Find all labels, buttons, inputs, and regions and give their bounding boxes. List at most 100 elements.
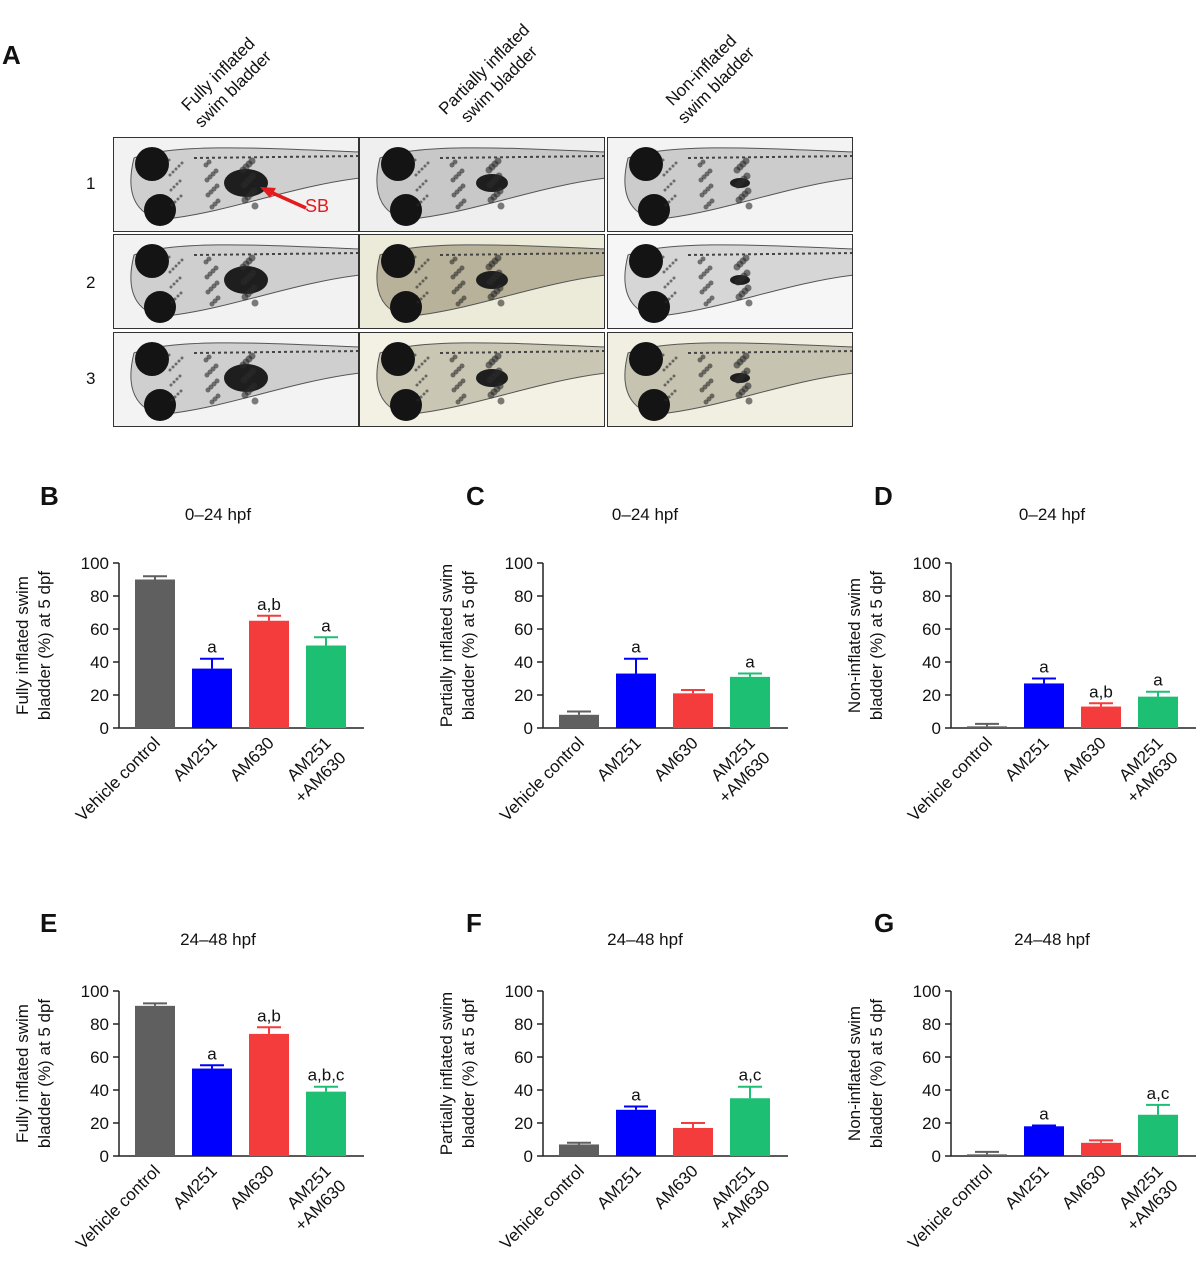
larva-image-grid xyxy=(113,137,854,427)
y-axis-label: bladder (%) at 5 dpf xyxy=(35,999,54,1149)
x-tick-label: AM251+AM630 xyxy=(700,733,773,806)
y-tick-label: 40 xyxy=(90,653,109,672)
y-tick-label: 100 xyxy=(81,554,109,573)
y-tick-label: 80 xyxy=(922,587,941,606)
y-tick-label: 20 xyxy=(90,686,109,705)
bar xyxy=(1081,706,1121,728)
x-tick-label: AM251 xyxy=(169,733,221,785)
bar xyxy=(967,1154,1007,1156)
significance-label: a xyxy=(207,1044,217,1063)
bar xyxy=(559,1144,599,1156)
panel-letter: G xyxy=(874,908,894,938)
panel-a-letter: A xyxy=(2,40,21,70)
significance-label: a,b xyxy=(1089,682,1113,701)
bar xyxy=(306,645,346,728)
significance-label: a xyxy=(631,1086,641,1105)
y-axis-label: Partially inflated swim xyxy=(437,992,456,1155)
y-axis-label: bladder (%) at 5 dpf xyxy=(35,571,54,721)
bar xyxy=(1024,1126,1064,1156)
bar xyxy=(192,668,232,728)
bar xyxy=(967,726,1007,728)
bar xyxy=(730,676,770,728)
y-tick-label: 100 xyxy=(505,554,533,573)
larva-image-r2-c2 xyxy=(359,234,605,329)
larva-image-r3-c1 xyxy=(113,332,359,427)
panel-letter: C xyxy=(466,481,485,511)
x-tick-label: AM630 xyxy=(226,733,278,785)
y-axis-label: bladder (%) at 5 dpf xyxy=(459,571,478,721)
x-tick-label: AM251+AM630 xyxy=(276,733,349,806)
bar xyxy=(616,1109,656,1156)
x-tick-label: AM251 xyxy=(1001,1161,1053,1213)
x-tick-label: AM251 xyxy=(593,733,645,785)
y-tick-label: 40 xyxy=(922,1081,941,1100)
bar xyxy=(559,714,599,728)
x-tick-label: AM251+AM630 xyxy=(700,1161,773,1234)
significance-label: a xyxy=(745,653,755,672)
sb-label: SB xyxy=(305,196,330,216)
bar xyxy=(306,1091,346,1156)
y-tick-label: 20 xyxy=(922,686,941,705)
y-axis-label: Non-inflated swim xyxy=(845,1006,864,1141)
y-tick-label: 0 xyxy=(100,719,109,738)
significance-label: a xyxy=(321,616,331,635)
x-tick-label: AM630 xyxy=(1058,1161,1110,1213)
y-tick-label: 0 xyxy=(524,719,533,738)
y-tick-label: 80 xyxy=(514,1015,533,1034)
y-tick-label: 80 xyxy=(514,587,533,606)
y-tick-label: 100 xyxy=(81,982,109,1001)
bar xyxy=(192,1068,232,1156)
y-tick-label: 20 xyxy=(514,1114,533,1133)
bar xyxy=(673,693,713,728)
panel-letter: D xyxy=(874,481,893,511)
x-tick-label: AM251+AM630 xyxy=(1108,733,1181,806)
y-tick-label: 80 xyxy=(922,1015,941,1034)
y-tick-label: 40 xyxy=(922,653,941,672)
larva-image-r1-c2 xyxy=(359,137,605,232)
y-tick-label: 0 xyxy=(100,1147,109,1166)
y-tick-label: 0 xyxy=(932,1147,941,1166)
bar xyxy=(730,1098,770,1156)
y-tick-label: 20 xyxy=(90,1114,109,1133)
larva-image-r1-c1 xyxy=(113,137,359,232)
y-tick-label: 100 xyxy=(913,982,941,1001)
y-axis-label: bladder (%) at 5 dpf xyxy=(459,999,478,1149)
y-tick-label: 60 xyxy=(90,1048,109,1067)
y-axis-label: bladder (%) at 5 dpf xyxy=(867,571,886,721)
y-axis-label: Non-inflated swim xyxy=(845,578,864,713)
y-tick-label: 80 xyxy=(90,1015,109,1034)
x-tick-label: Vehicle control xyxy=(496,733,588,825)
sb-arrow-head xyxy=(260,187,276,198)
y-tick-label: 60 xyxy=(90,620,109,639)
significance-label: a xyxy=(1039,1104,1049,1123)
bar xyxy=(135,1005,175,1156)
y-tick-label: 20 xyxy=(514,686,533,705)
significance-label: a,b,c xyxy=(308,1066,345,1085)
y-tick-label: 40 xyxy=(90,1081,109,1100)
bar xyxy=(249,620,289,728)
significance-label: a xyxy=(1039,658,1049,677)
larva-image-r2-c3 xyxy=(607,234,853,329)
y-tick-label: 0 xyxy=(524,1147,533,1166)
larva-image-r3-c2 xyxy=(359,332,605,427)
y-tick-label: 40 xyxy=(514,653,533,672)
x-tick-label: Vehicle control xyxy=(72,733,164,825)
bar xyxy=(1024,683,1064,728)
bar xyxy=(1081,1142,1121,1156)
y-tick-label: 60 xyxy=(514,1048,533,1067)
y-tick-label: 60 xyxy=(922,1048,941,1067)
row-label-3: 3 xyxy=(86,369,96,388)
bar xyxy=(135,579,175,728)
bar xyxy=(673,1127,713,1156)
x-tick-label: AM251+AM630 xyxy=(1108,1161,1181,1234)
y-tick-label: 0 xyxy=(932,719,941,738)
x-tick-label: Vehicle control xyxy=(904,733,996,825)
larva-image-r1-c3 xyxy=(607,137,853,232)
panel-letter: E xyxy=(40,908,57,938)
y-tick-label: 40 xyxy=(514,1081,533,1100)
chart-title: 24–48 hpf xyxy=(607,930,683,949)
panel-letter: F xyxy=(466,908,482,938)
bar xyxy=(616,673,656,728)
